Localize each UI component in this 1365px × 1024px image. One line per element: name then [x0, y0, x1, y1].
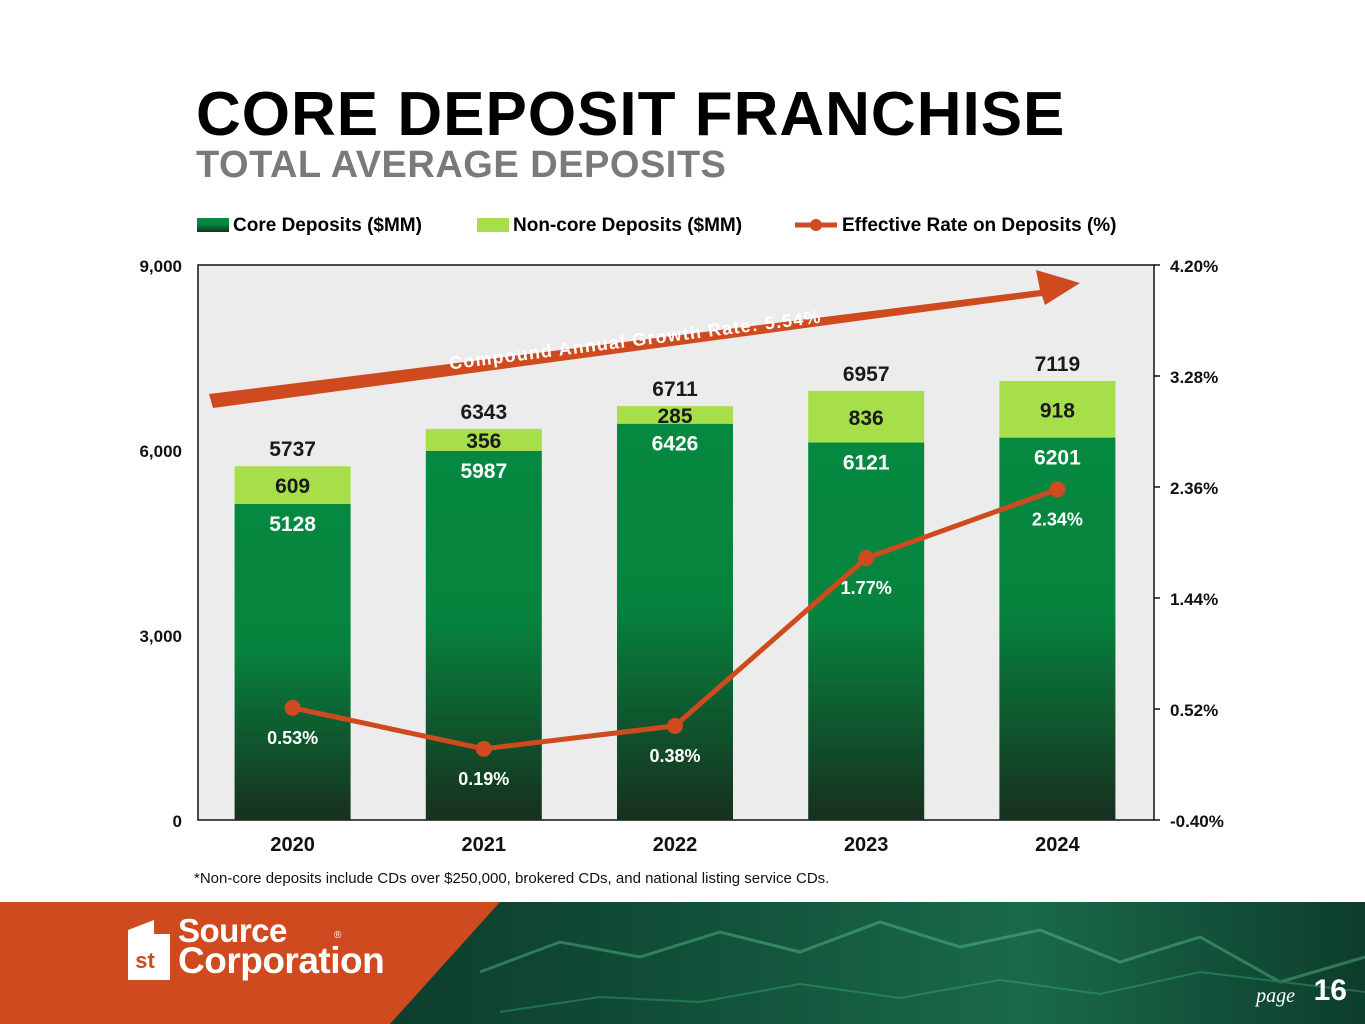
- label-total-2023: 6957: [843, 363, 890, 386]
- label-noncore-2022: 285: [657, 405, 692, 428]
- rate-point-2022: [667, 717, 683, 734]
- bar-core-2021: [425, 450, 542, 820]
- footer-decoration: [479, 920, 1365, 1013]
- label-noncore-2023: 836: [849, 407, 884, 430]
- y2-tick-4: 3.28%: [1170, 368, 1218, 387]
- legend-core-label: Core Deposits ($MM): [233, 215, 422, 236]
- y-tick-3: 9,000: [139, 257, 182, 276]
- bar-noncore-2022: [617, 406, 733, 424]
- rate-label-2024: 2.34%: [1032, 509, 1083, 529]
- page-label: page: [1256, 985, 1295, 1007]
- bar-noncore-2024: [999, 380, 1116, 438]
- logo-line2: Corporation: [178, 940, 385, 981]
- logo-mark-icon: st: [128, 920, 170, 980]
- bar-core-2023: [808, 442, 925, 820]
- page-number: 16: [1313, 974, 1347, 1007]
- y2-tick-3: 2.36%: [1170, 479, 1218, 498]
- legend-rate-marker: [810, 219, 822, 231]
- x-tick-2022: 2022: [653, 834, 698, 856]
- label-core-2021: 5987: [460, 460, 507, 483]
- logo-line1: Source: [178, 912, 287, 949]
- label-core-2020: 5128: [269, 513, 316, 536]
- page-subtitle: TOTAL AVERAGE DEPOSITS: [196, 144, 727, 186]
- legend-noncore-swatch: [477, 218, 509, 232]
- rate-point-2024: [1049, 481, 1066, 498]
- rate-point-2020: [284, 699, 301, 716]
- y2-tick-2: 1.44%: [1170, 590, 1218, 609]
- y2-tick-1: 0.52%: [1170, 701, 1218, 720]
- rate-label-2023: 1.77%: [841, 578, 892, 598]
- x-tick-2020: 2020: [270, 834, 315, 856]
- rate-label-2022: 0.38%: [649, 746, 700, 766]
- page-title: CORE DEPOSIT FRANCHISE: [196, 80, 1066, 149]
- legend: Core Deposits ($MM) Non-core Deposits ($…: [197, 215, 1117, 236]
- footer-banner: st Source Corporation ®: [0, 902, 1365, 1024]
- logo-registered: ®: [334, 930, 342, 941]
- y2-tick-5: 4.20%: [1170, 257, 1218, 276]
- legend-rate-label: Effective Rate on Deposits (%): [842, 215, 1117, 236]
- footnote: *Non-core deposits include CDs over $250…: [194, 870, 830, 887]
- x-tick-2021: 2021: [462, 834, 507, 856]
- rate-point-2021: [475, 740, 492, 757]
- y2-tick-0: -0.40%: [1170, 812, 1224, 831]
- rate-label-2021: 0.19%: [458, 769, 509, 789]
- label-noncore-2024: 918: [1040, 399, 1075, 422]
- bar-core-2022: [617, 423, 733, 820]
- bar-noncore-2021: [425, 428, 542, 451]
- label-core-2024: 6201: [1034, 447, 1081, 470]
- label-core-2023: 6121: [843, 452, 890, 475]
- label-total-2020: 5737: [269, 438, 316, 461]
- label-core-2022: 6426: [652, 433, 699, 456]
- label-noncore-2020: 609: [275, 475, 310, 498]
- label-noncore-2021: 356: [466, 430, 501, 453]
- logo-mark-text: st: [135, 948, 155, 973]
- y-tick-2: 6,000: [139, 442, 182, 461]
- rate-point-2023: [858, 550, 875, 567]
- label-total-2022: 6711: [652, 378, 698, 401]
- label-total-2024: 7119: [1035, 353, 1081, 376]
- growth-arrow-shape: [209, 270, 1080, 408]
- legend-noncore-label: Non-core Deposits ($MM): [513, 215, 742, 236]
- deposits-chart: Core Deposits ($MM) Non-core Deposits ($…: [139, 215, 1224, 856]
- x-tick-2024: 2024: [1035, 834, 1080, 856]
- bar-noncore-2023: [808, 390, 925, 443]
- y-tick-1: 3,000: [139, 627, 182, 646]
- y-tick-0: 0: [173, 812, 182, 831]
- bar-noncore-2020: [234, 466, 351, 504]
- x-tick-2023: 2023: [844, 834, 889, 856]
- bar-core-2020: [234, 503, 351, 820]
- legend-core-swatch: [197, 218, 229, 232]
- rate-label-2020: 0.53%: [267, 728, 318, 748]
- label-total-2021: 6343: [460, 401, 507, 424]
